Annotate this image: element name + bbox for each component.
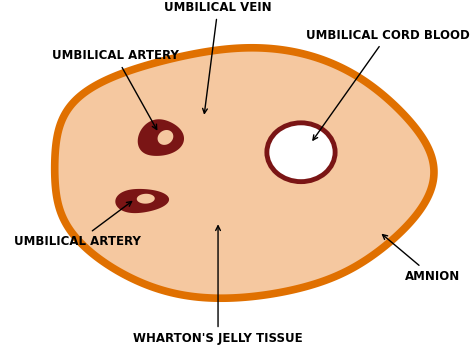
Polygon shape [137, 194, 155, 204]
Polygon shape [138, 119, 184, 156]
Text: UMBILICAL ARTERY: UMBILICAL ARTERY [52, 49, 179, 129]
Text: AMNION: AMNION [383, 235, 460, 283]
Polygon shape [115, 189, 169, 213]
Ellipse shape [267, 123, 335, 182]
Polygon shape [157, 130, 173, 145]
Polygon shape [55, 48, 434, 298]
Text: UMBILICAL ARTERY: UMBILICAL ARTERY [14, 201, 141, 248]
Text: UMBILICAL CORD BLOOD: UMBILICAL CORD BLOOD [306, 28, 469, 140]
Text: UMBILICAL VEIN: UMBILICAL VEIN [164, 1, 272, 113]
Text: WHARTON'S JELLY TISSUE: WHARTON'S JELLY TISSUE [133, 226, 303, 345]
